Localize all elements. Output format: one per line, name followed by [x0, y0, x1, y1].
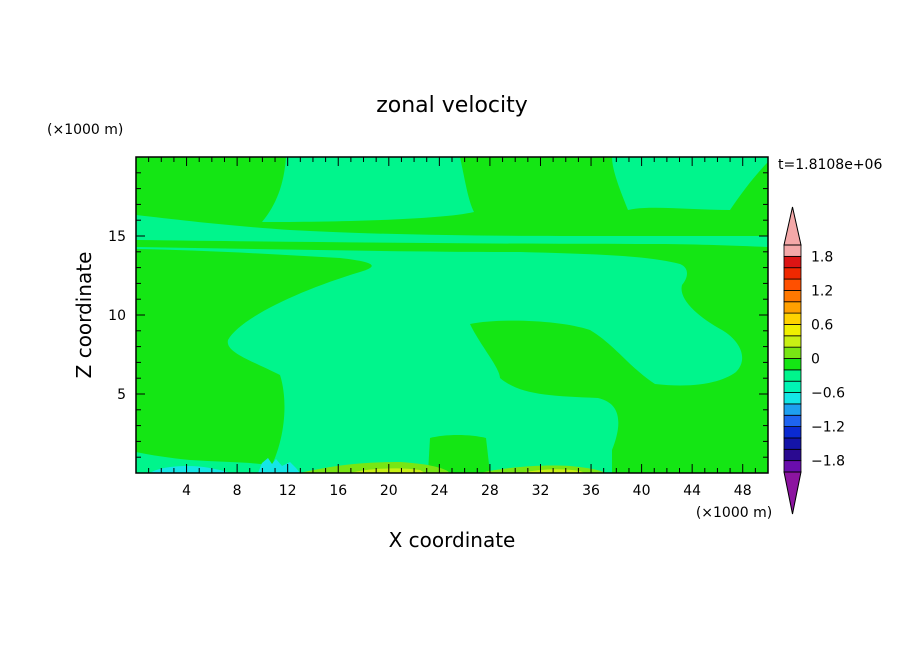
colorbar-cell	[783, 301, 802, 314]
colorbar-cell	[783, 255, 802, 269]
y-unit-label: (×1000 m)	[47, 122, 123, 138]
colorbar-cell	[783, 403, 802, 416]
colorbar-tick-label: 1.2	[811, 283, 833, 299]
contour-region-upper-right	[612, 157, 768, 210]
colorbar-cell	[783, 267, 802, 280]
colorbar-cell	[783, 380, 802, 393]
x-tick-label: 20	[380, 483, 398, 499]
contour-field	[136, 157, 768, 473]
colorbar-cell	[783, 460, 802, 473]
contour-region-bottom-speckle	[258, 458, 300, 473]
colorbar-cell	[783, 289, 802, 303]
contour-region-bottom-yellow-1	[350, 468, 425, 473]
y-axis: 5 10 15	[108, 172, 768, 458]
y-tick-label: 10	[108, 308, 126, 324]
y-tick-label: 5	[117, 387, 126, 403]
contour-region-bottom-yellow-2	[520, 469, 585, 473]
contour-region-bottom-bump	[428, 435, 490, 473]
colorbar-cell	[783, 324, 802, 337]
colorbar-tick-label: 0	[811, 352, 820, 368]
x-tick-label: 44	[683, 483, 701, 499]
colorbar-cell	[783, 335, 802, 348]
colorbar-cell	[783, 358, 802, 371]
colorbar-cell	[783, 426, 802, 439]
chart-title: zonal velocity	[376, 93, 528, 118]
colorbar-cell	[783, 392, 802, 405]
x-tick-label: 4	[182, 483, 191, 499]
x-tick-label: 16	[329, 483, 347, 499]
colorbar-tick-label: 1.8	[811, 249, 833, 265]
colorbar-cell	[783, 312, 802, 325]
colorbar-tick-label: −0.6	[811, 386, 845, 402]
colorbar-under-arrow	[783, 471, 802, 515]
x-tick-label: 36	[582, 483, 600, 499]
x-tick-label: 32	[532, 483, 550, 499]
colorbar-tick-label: −1.8	[811, 454, 845, 470]
contour-region-bottom-cyan	[150, 465, 230, 473]
colorbar-over-arrow	[783, 206, 802, 246]
contour-region-central	[262, 157, 474, 222]
colorbar-cell	[783, 369, 802, 382]
time-label: t=1.8108e+06	[778, 157, 882, 173]
x-tick-label: 24	[430, 483, 448, 499]
x-tick-label: 12	[279, 483, 297, 499]
colorbar: 1.8 1.2 0.6 0 −0.6 −1.2 −1.8	[783, 206, 845, 515]
colorbar-cell	[783, 244, 802, 257]
x-tick-label: 40	[633, 483, 651, 499]
colorbar-cell	[783, 448, 802, 462]
contour-region-band-upper	[136, 215, 768, 247]
colorbar-tick-label: −1.2	[811, 420, 845, 436]
x-tick-label: 28	[481, 483, 499, 499]
x-tick-label: 48	[734, 483, 752, 499]
colorbar-cell	[783, 414, 802, 428]
x-tick-label: 8	[233, 483, 242, 499]
colorbar-cell	[783, 437, 802, 450]
contour-region-main	[136, 247, 743, 473]
colorbar-cell	[783, 278, 802, 291]
y-axis-label: Z coordinate	[72, 252, 96, 379]
colorbar-tick-label: 0.6	[811, 317, 833, 333]
y-tick-label: 15	[108, 229, 126, 245]
x-axis: 4 8 12 16 20 24 28 32 36 40 44 48	[148, 157, 756, 499]
x-unit-label: (×1000 m)	[696, 505, 772, 521]
colorbar-cell	[783, 346, 802, 359]
x-axis-label: X coordinate	[389, 528, 516, 552]
